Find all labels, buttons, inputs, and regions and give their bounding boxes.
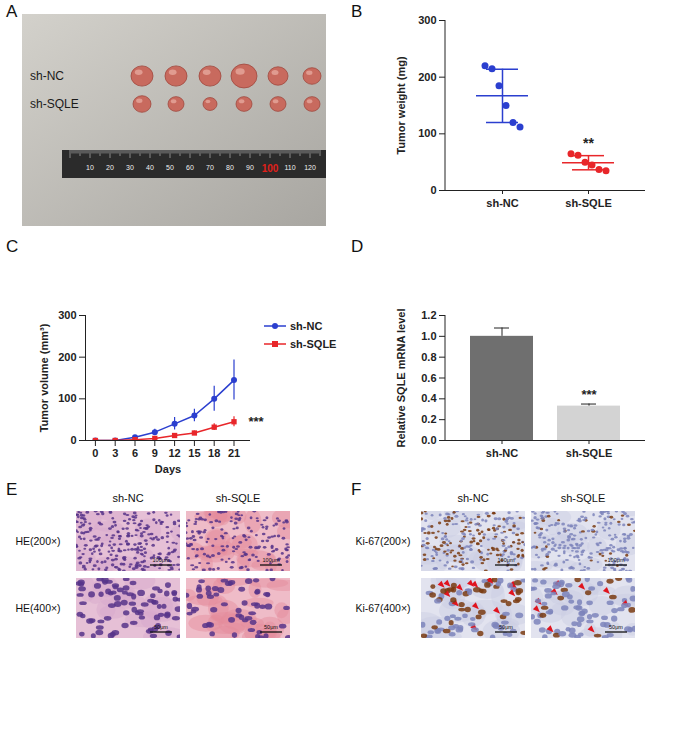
svg-text:sh-NC: sh-NC bbox=[112, 492, 143, 504]
html-text:A: A bbox=[6, 2, 18, 21]
svg-text:0.6: 0.6 bbox=[421, 372, 436, 384]
svg-text:Days: Days bbox=[155, 463, 181, 475]
svg-text:200: 200 bbox=[58, 351, 76, 363]
svg-text:HE(400×): HE(400×) bbox=[15, 602, 60, 614]
html-text:sh-NC: sh-NC bbox=[290, 320, 323, 332]
svg-text:50: 50 bbox=[166, 164, 174, 171]
svg-text:sh-SQLE: sh-SQLE bbox=[565, 197, 611, 209]
svg-text:0: 0 bbox=[92, 447, 98, 459]
svg-text:100μm: 100μm bbox=[498, 557, 515, 563]
svg-text:sh-NC: sh-NC bbox=[457, 492, 488, 504]
html-text:D: D bbox=[351, 237, 364, 256]
svg-text:40: 40 bbox=[146, 164, 154, 171]
svg-text:0.0: 0.0 bbox=[421, 434, 436, 446]
svg-text:Tumor weight (mg): Tumor weight (mg) bbox=[395, 56, 407, 155]
svg-text:0.4: 0.4 bbox=[421, 392, 437, 404]
svg-text:60: 60 bbox=[186, 164, 194, 171]
svg-text:70: 70 bbox=[206, 164, 214, 171]
svg-text:50μm: 50μm bbox=[499, 624, 513, 630]
svg-text:100μm: 100μm bbox=[263, 557, 280, 563]
html-text:F: F bbox=[351, 480, 362, 499]
svg-text:1.0: 1.0 bbox=[421, 330, 436, 342]
svg-text:21: 21 bbox=[228, 447, 240, 459]
svg-text:9: 9 bbox=[152, 447, 158, 459]
svg-text:50μm: 50μm bbox=[609, 624, 623, 630]
svg-text:120: 120 bbox=[304, 164, 316, 171]
html-text:sh-SQLE: sh-SQLE bbox=[290, 338, 337, 350]
svg-text:110: 110 bbox=[284, 164, 295, 171]
html-text:E: E bbox=[6, 480, 18, 499]
svg-text:sh-NC: sh-NC bbox=[486, 197, 518, 209]
svg-text:100: 100 bbox=[262, 163, 279, 174]
svg-text:200: 200 bbox=[418, 71, 436, 83]
svg-text:12: 12 bbox=[168, 447, 180, 459]
svg-text:sh-SQLE: sh-SQLE bbox=[216, 492, 261, 504]
svg-text:30: 30 bbox=[126, 164, 134, 171]
svg-text:sh-NC: sh-NC bbox=[486, 447, 518, 459]
svg-text:50μm: 50μm bbox=[154, 624, 168, 630]
svg-text:1.2: 1.2 bbox=[421, 309, 436, 321]
svg-text:**: ** bbox=[583, 135, 594, 151]
svg-text:15: 15 bbox=[188, 447, 200, 459]
svg-text:Relative SQLE mRNA level: Relative SQLE mRNA level bbox=[395, 309, 407, 448]
svg-text:0: 0 bbox=[70, 434, 76, 446]
svg-text:100μm: 100μm bbox=[153, 557, 170, 563]
svg-text:20: 20 bbox=[106, 164, 114, 171]
svg-text:0: 0 bbox=[430, 184, 436, 196]
svg-text:50μm: 50μm bbox=[264, 624, 278, 630]
svg-text:0.2: 0.2 bbox=[421, 413, 436, 425]
svg-text:100μm: 100μm bbox=[608, 557, 625, 563]
svg-text:3: 3 bbox=[112, 447, 118, 459]
svg-text:HE(200×): HE(200×) bbox=[15, 535, 60, 547]
svg-text:sh-SQLE: sh-SQLE bbox=[30, 97, 79, 111]
svg-text:0.8: 0.8 bbox=[421, 351, 436, 363]
svg-text:Ki-67(200×): Ki-67(200×) bbox=[355, 535, 410, 547]
svg-text:sh-NC: sh-NC bbox=[30, 69, 64, 83]
svg-text:sh-SQLE: sh-SQLE bbox=[561, 492, 606, 504]
svg-text:300: 300 bbox=[58, 309, 76, 321]
svg-text:300: 300 bbox=[418, 14, 436, 26]
svg-text:18: 18 bbox=[208, 447, 220, 459]
svg-text:100: 100 bbox=[58, 392, 76, 404]
svg-text:6: 6 bbox=[132, 447, 138, 459]
svg-text:Ki-67(400×): Ki-67(400×) bbox=[355, 602, 410, 614]
svg-text:***: *** bbox=[581, 387, 597, 402]
svg-text:Tumor volume (mm³): Tumor volume (mm³) bbox=[38, 323, 50, 432]
svg-text:90: 90 bbox=[246, 164, 254, 171]
svg-text:sh-SQLE: sh-SQLE bbox=[566, 447, 612, 459]
html-text:B: B bbox=[351, 2, 363, 21]
svg-text:100: 100 bbox=[418, 127, 436, 139]
svg-text:80: 80 bbox=[226, 164, 234, 171]
svg-text:***: *** bbox=[248, 414, 264, 429]
svg-text:10: 10 bbox=[86, 164, 94, 171]
html-text:C: C bbox=[6, 237, 19, 256]
